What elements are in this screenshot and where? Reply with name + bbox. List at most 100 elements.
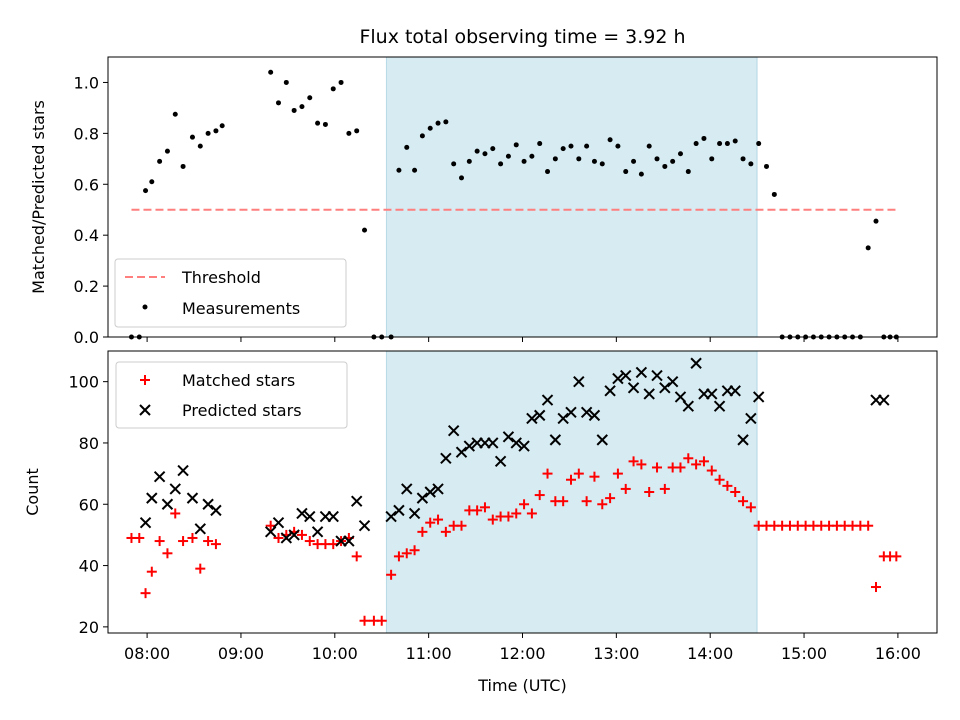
predicted-star-point xyxy=(264,526,277,538)
measurement-point xyxy=(157,158,163,164)
matched-star-point xyxy=(675,462,686,473)
measurement-point xyxy=(646,143,652,149)
matched-star-point xyxy=(456,520,467,531)
measurement-point xyxy=(584,143,590,149)
matched-star-point xyxy=(738,496,749,507)
bottom-ytick-label: 100 xyxy=(68,373,99,392)
predicted-star-point xyxy=(194,523,206,535)
legend-predicted-swatch xyxy=(139,404,151,416)
predicted-star-point xyxy=(580,406,593,419)
predicted-star-point xyxy=(139,516,152,529)
measurement-point xyxy=(404,144,410,150)
measurement-point xyxy=(299,104,305,110)
measurement-point xyxy=(490,146,496,152)
measurement-point xyxy=(338,79,344,85)
measurement-point xyxy=(521,158,527,164)
matched-star-point xyxy=(170,508,181,519)
measurement-point xyxy=(732,138,738,144)
measurement-point xyxy=(164,148,170,154)
measurement-point xyxy=(268,69,274,75)
predicted-star-point xyxy=(350,495,363,507)
predicted-star-point xyxy=(612,372,624,385)
matched-star-point xyxy=(195,563,206,574)
matched-star-point xyxy=(534,490,545,501)
matched-star-point xyxy=(706,465,717,476)
matched-star-point xyxy=(644,487,655,497)
predicted-star-point xyxy=(627,382,640,394)
measurement-point xyxy=(451,161,457,167)
matched-star-point xyxy=(573,468,584,479)
measurement-point xyxy=(662,163,668,169)
measurement-point xyxy=(537,141,543,147)
measurement-point xyxy=(213,128,219,134)
predicted-star-point xyxy=(729,385,741,397)
measurement-point xyxy=(291,107,297,113)
measurement-point xyxy=(607,137,613,143)
predicted-star-point xyxy=(518,440,530,452)
measurement-point xyxy=(419,133,425,139)
matched-star-point xyxy=(273,532,284,543)
predicted-star-point xyxy=(401,483,413,495)
matched-star-point xyxy=(628,456,639,467)
matched-star-point xyxy=(659,483,670,494)
matched-star-point xyxy=(359,615,370,626)
measurement-point xyxy=(219,123,225,129)
matched-star-point xyxy=(636,459,647,470)
top-y-axis-label: Matched/Predicted stars xyxy=(29,100,48,294)
predicted-star-point xyxy=(455,446,468,458)
matched-star-point xyxy=(417,526,428,537)
matched-star-point xyxy=(187,532,198,543)
matched-star-point xyxy=(376,615,387,626)
measurement-point xyxy=(764,163,770,169)
predicted-star-point xyxy=(424,486,436,498)
matched-star-point xyxy=(351,551,362,562)
measurement-point xyxy=(529,153,535,159)
measurement-point xyxy=(568,143,574,149)
predicted-star-point xyxy=(393,504,405,517)
measurement-point xyxy=(443,119,449,125)
matched-star-point xyxy=(683,453,694,464)
xtick-label: 14:00 xyxy=(687,644,733,663)
legend-matched-label: Matched stars xyxy=(182,371,295,390)
x-axis-label: Time (UTC) xyxy=(477,676,566,695)
bottom-ytick-label: 40 xyxy=(79,557,99,576)
top-ytick-label: 0.2 xyxy=(74,277,99,296)
measurement-point xyxy=(709,156,715,162)
measurement-point xyxy=(756,141,762,147)
bottom-panel: 20 40 60 80 100 08:00 09:00 10:00 11:00 12:00 13:… xyxy=(23,350,938,695)
measurement-point xyxy=(677,151,683,157)
top-legend-box xyxy=(114,258,347,328)
predicted-star-point xyxy=(327,510,339,523)
measurement-point xyxy=(466,158,472,164)
matched-star-point xyxy=(425,517,436,528)
matched-star-point xyxy=(870,582,881,593)
predicted-star-point xyxy=(674,391,687,403)
xtick-label: 15:00 xyxy=(781,644,827,663)
predicted-star-point xyxy=(878,394,890,406)
predicted-star-point xyxy=(502,431,515,443)
legend-matched-swatch xyxy=(140,375,150,385)
measurement-point xyxy=(513,142,519,148)
predicted-star-point xyxy=(596,434,608,446)
measurement-point xyxy=(865,245,871,251)
predicted-star-point xyxy=(690,357,702,369)
measurement-point xyxy=(435,120,441,126)
matched-star-point xyxy=(691,459,702,470)
predicted-star-point xyxy=(651,369,663,382)
matched-star-point xyxy=(597,499,608,510)
legend-measurements-label: Measurements xyxy=(182,299,300,318)
predicted-star-point xyxy=(737,434,749,446)
bottom-legend: Matched stars Predicted stars xyxy=(115,361,348,429)
predicted-star-point xyxy=(573,375,585,388)
measurement-point xyxy=(693,141,699,147)
top-legend: Threshold Measurements xyxy=(114,258,347,328)
predicted-star-point xyxy=(177,464,189,477)
measurement-point xyxy=(412,167,418,173)
top-ytick-label: 0.8 xyxy=(74,124,99,143)
measurement-point xyxy=(143,188,149,194)
matched-star-point xyxy=(581,496,592,507)
matched-star-point xyxy=(558,496,569,507)
matched-star-point xyxy=(714,474,725,485)
predicted-star-point xyxy=(416,492,429,504)
